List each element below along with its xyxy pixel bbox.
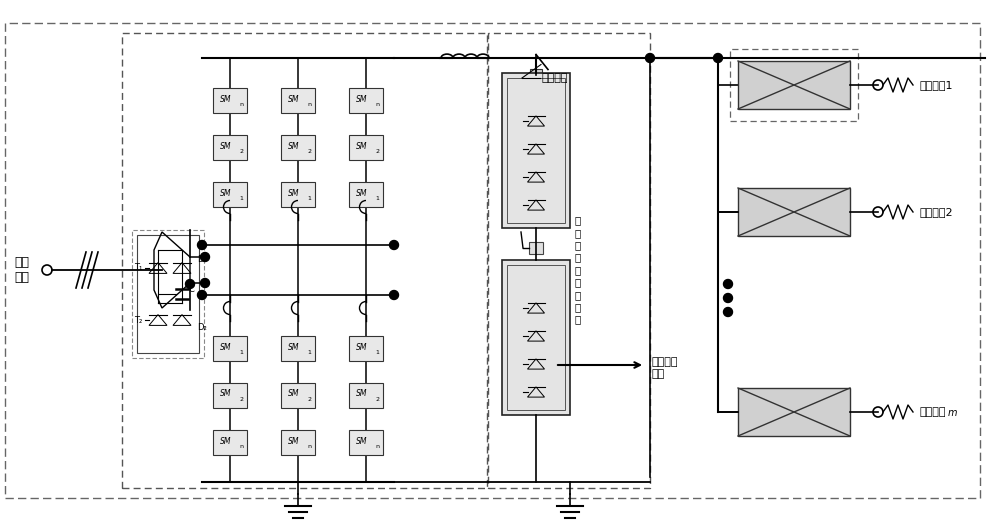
- Text: m: m: [948, 408, 957, 418]
- Bar: [281, 181, 315, 206]
- Bar: [738, 188, 850, 236]
- Text: T₂: T₂: [134, 316, 142, 324]
- Text: 2: 2: [307, 397, 311, 401]
- Text: 1: 1: [307, 196, 311, 201]
- Bar: [349, 135, 383, 160]
- Text: 直流线路1: 直流线路1: [920, 80, 953, 90]
- Bar: [213, 335, 247, 360]
- Bar: [281, 87, 315, 112]
- Text: SM: SM: [220, 141, 232, 150]
- Bar: [349, 181, 383, 206]
- Text: T₁: T₁: [134, 264, 142, 272]
- Text: 故障断流
支路: 故障断流 支路: [652, 357, 678, 379]
- Text: SM: SM: [356, 436, 368, 446]
- Text: 1: 1: [375, 196, 379, 201]
- Text: SM: SM: [356, 389, 368, 398]
- Circle shape: [198, 241, 207, 250]
- Text: 交流
电网: 交流 电网: [15, 256, 30, 284]
- Circle shape: [390, 291, 399, 300]
- Bar: [137, 235, 199, 353]
- Circle shape: [198, 291, 207, 300]
- Text: SM: SM: [356, 141, 368, 150]
- Text: 2: 2: [375, 149, 379, 153]
- Bar: [281, 135, 315, 160]
- Text: SM: SM: [356, 343, 368, 352]
- Circle shape: [201, 253, 210, 262]
- Text: n: n: [375, 444, 379, 448]
- Bar: [349, 87, 383, 112]
- Bar: [213, 430, 247, 454]
- Bar: [488, 33, 650, 488]
- Text: 1: 1: [375, 349, 379, 355]
- Text: n: n: [375, 101, 379, 107]
- Text: SM: SM: [288, 95, 300, 103]
- Bar: [530, 69, 542, 76]
- Text: SM: SM: [220, 189, 232, 198]
- Text: 隔离开关: 隔离开关: [542, 73, 568, 83]
- Text: SM: SM: [356, 189, 368, 198]
- Text: SM: SM: [288, 436, 300, 446]
- Text: SM: SM: [288, 389, 300, 398]
- Bar: [349, 430, 383, 454]
- Circle shape: [724, 293, 732, 303]
- Bar: [281, 383, 315, 408]
- Circle shape: [201, 279, 210, 288]
- Text: 2: 2: [375, 397, 379, 401]
- Bar: [529, 242, 543, 254]
- Text: SM: SM: [220, 389, 232, 398]
- Circle shape: [646, 54, 654, 62]
- Text: 1: 1: [307, 349, 311, 355]
- Text: 2: 2: [239, 397, 243, 401]
- Circle shape: [186, 280, 195, 289]
- Circle shape: [724, 280, 732, 289]
- Bar: [502, 73, 570, 228]
- Text: SM: SM: [356, 95, 368, 103]
- Text: 2: 2: [307, 149, 311, 153]
- Bar: [502, 260, 570, 415]
- Text: n: n: [239, 101, 243, 107]
- Bar: [132, 230, 204, 358]
- Bar: [730, 49, 858, 121]
- Bar: [281, 430, 315, 454]
- Text: C: C: [188, 285, 194, 294]
- Bar: [738, 61, 850, 109]
- Bar: [507, 78, 565, 223]
- Text: 1: 1: [239, 196, 243, 201]
- Bar: [213, 135, 247, 160]
- Bar: [738, 388, 850, 436]
- Text: SM: SM: [288, 189, 300, 198]
- Text: 1: 1: [239, 349, 243, 355]
- Bar: [213, 87, 247, 112]
- Text: 直流线路2: 直流线路2: [920, 207, 954, 217]
- Text: 2: 2: [239, 149, 243, 153]
- Text: 主
动
短
路
式
断
流
开
关: 主 动 短 路 式 断 流 开 关: [575, 215, 581, 324]
- Text: D₂: D₂: [197, 323, 207, 332]
- Bar: [507, 265, 565, 410]
- Text: n: n: [307, 444, 311, 448]
- Bar: [281, 335, 315, 360]
- Text: SM: SM: [288, 343, 300, 352]
- Circle shape: [724, 307, 732, 317]
- Bar: [213, 181, 247, 206]
- Text: SM: SM: [220, 95, 232, 103]
- Bar: [349, 335, 383, 360]
- Text: D₁: D₁: [197, 255, 207, 265]
- Text: n: n: [239, 444, 243, 448]
- Bar: [122, 33, 487, 488]
- Bar: [349, 383, 383, 408]
- Text: n: n: [307, 101, 311, 107]
- Circle shape: [390, 241, 399, 250]
- Text: SM: SM: [220, 343, 232, 352]
- Circle shape: [714, 54, 722, 62]
- Bar: [213, 383, 247, 408]
- Text: 直流线路: 直流线路: [920, 407, 946, 417]
- Text: SM: SM: [220, 436, 232, 446]
- Text: SM: SM: [288, 141, 300, 150]
